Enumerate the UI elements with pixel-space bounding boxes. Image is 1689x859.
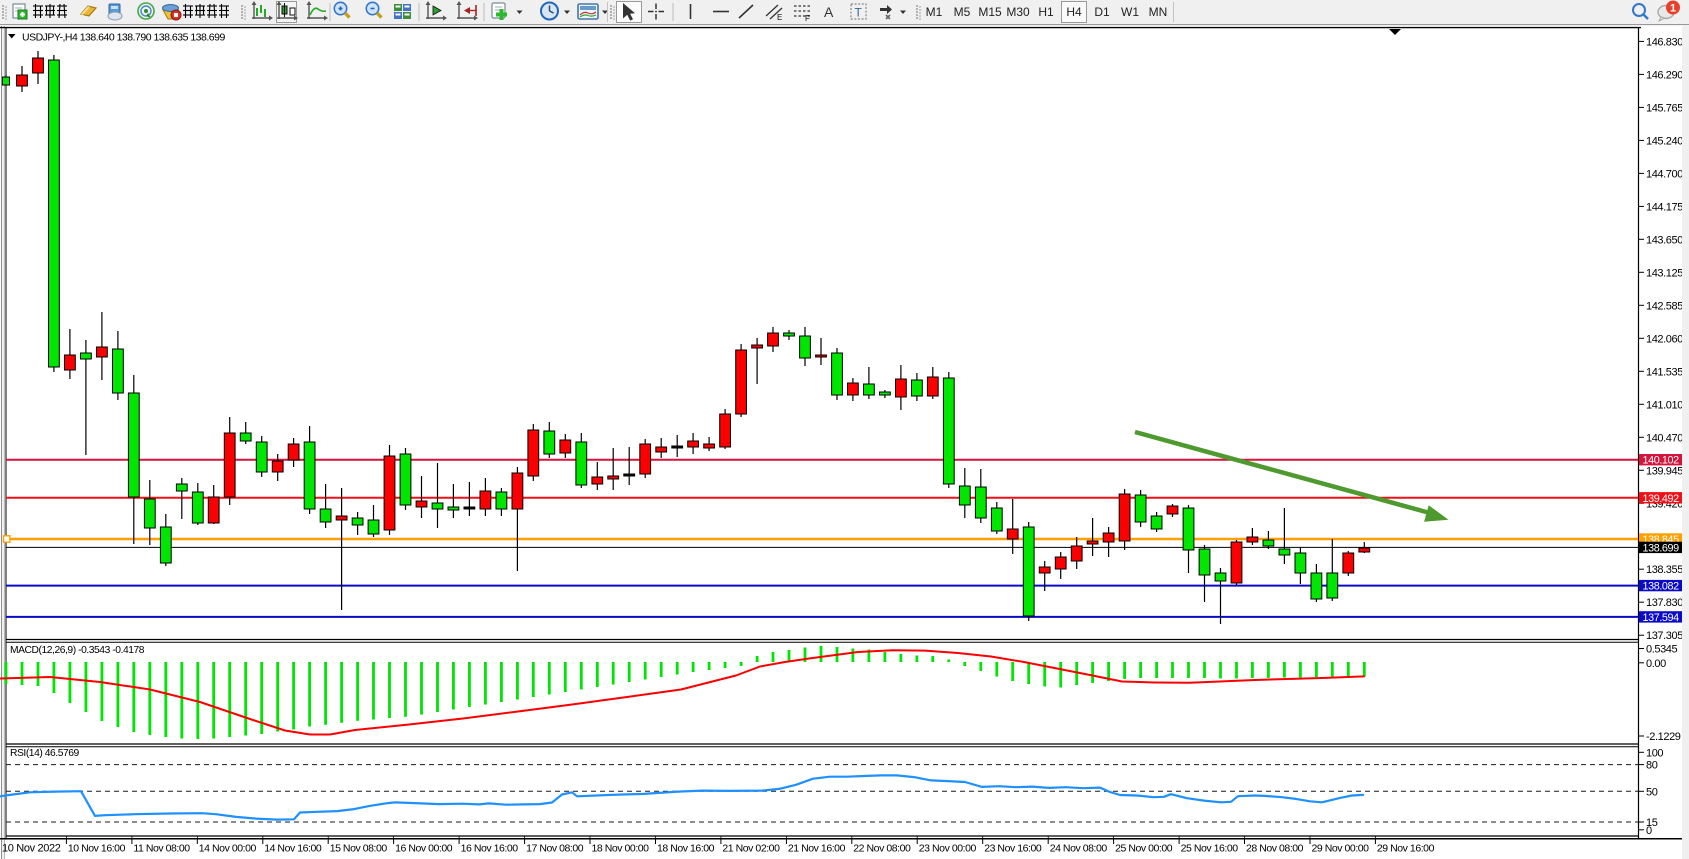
svg-text:145.240: 145.240 [1646,135,1683,147]
svg-text:21 Nov 16:00: 21 Nov 16:00 [788,843,846,855]
svg-text:15: 15 [1646,817,1658,829]
svg-text:M30: M30 [1006,5,1030,19]
svg-text:0.00: 0.00 [1646,658,1666,670]
svg-text:140.470: 140.470 [1646,432,1683,444]
svg-text:137.830: 137.830 [1646,597,1683,609]
svg-text:MACD(12,26,9) -0.3543 -0.4178: MACD(12,26,9) -0.3543 -0.4178 [10,645,145,656]
svg-text:146.830: 146.830 [1646,36,1683,48]
svg-text:140.102: 140.102 [1643,455,1680,467]
svg-text:0.5345: 0.5345 [1646,644,1678,656]
svg-text:139.492: 139.492 [1643,493,1680,505]
svg-text:143.650: 143.650 [1646,234,1683,246]
svg-text:0: 0 [1646,825,1652,837]
svg-text:138.355: 138.355 [1646,564,1683,576]
svg-text:14 Nov 16:00: 14 Nov 16:00 [264,843,322,855]
svg-text:1: 1 [1670,3,1676,15]
svg-text:15 Nov 08:00: 15 Nov 08:00 [330,843,388,855]
svg-text:100: 100 [1646,747,1663,759]
svg-text:-2.1229: -2.1229 [1646,731,1681,743]
svg-text:138.082: 138.082 [1643,581,1680,593]
svg-text:144.700: 144.700 [1646,168,1683,180]
svg-text:M5: M5 [954,5,971,19]
svg-text:MN: MN [1149,5,1168,19]
svg-text:23 Nov 16:00: 23 Nov 16:00 [984,843,1042,855]
svg-text:29 Nov 16:00: 29 Nov 16:00 [1377,843,1435,855]
svg-text:14 Nov 00:00: 14 Nov 00:00 [199,843,257,855]
svg-text:21 Nov 02:00: 21 Nov 02:00 [722,843,780,855]
svg-text:E: E [777,13,782,22]
svg-text:H1: H1 [1038,5,1054,19]
svg-text:50: 50 [1646,786,1658,798]
svg-text:11 Nov 08:00: 11 Nov 08:00 [133,843,190,855]
svg-text:T: T [855,6,863,20]
svg-text:10 Nov 2022: 10 Nov 2022 [2,843,61,855]
svg-text:25 Nov 00:00: 25 Nov 00:00 [1115,843,1173,855]
svg-text:142.060: 142.060 [1646,333,1683,345]
svg-text:H4: H4 [1066,5,1082,19]
svg-text:137.594: 137.594 [1643,612,1680,624]
svg-text:W1: W1 [1121,5,1139,19]
svg-text:29 Nov 00:00: 29 Nov 00:00 [1312,843,1370,855]
svg-text:D1: D1 [1094,5,1110,19]
svg-text:F: F [805,14,810,23]
svg-text:18 Nov 16:00: 18 Nov 16:00 [657,843,715,855]
svg-text:24 Nov 08:00: 24 Nov 08:00 [1050,843,1108,855]
svg-text:137.305: 137.305 [1646,630,1683,642]
svg-text:143.125: 143.125 [1646,267,1683,279]
svg-text:RSI(14) 46.5769: RSI(14) 46.5769 [10,748,80,759]
svg-text:23 Nov 00:00: 23 Nov 00:00 [919,843,977,855]
svg-text:M1: M1 [926,5,943,19]
svg-text:145.765: 145.765 [1646,102,1683,114]
svg-text:142.585: 142.585 [1646,300,1683,312]
svg-text:10 Nov 16:00: 10 Nov 16:00 [68,843,126,855]
svg-text:22 Nov 08:00: 22 Nov 08:00 [853,843,911,855]
svg-text:16 Nov 16:00: 16 Nov 16:00 [461,843,519,855]
svg-text:141.010: 141.010 [1646,399,1683,411]
svg-text:141.535: 141.535 [1646,366,1683,378]
svg-text:18 Nov 00:00: 18 Nov 00:00 [592,843,650,855]
svg-text:USDJPY-,H4 138.640 138.790 13: USDJPY-,H4 138.640 138.790 138.635 138.6… [22,32,225,44]
svg-text:17 Nov 08:00: 17 Nov 08:00 [526,843,584,855]
svg-text:146.290: 146.290 [1646,69,1683,81]
svg-text:80: 80 [1646,760,1658,772]
svg-text:16 Nov 00:00: 16 Nov 00:00 [395,843,453,855]
svg-text:138.699: 138.699 [1643,542,1680,554]
svg-text:28 Nov 08:00: 28 Nov 08:00 [1246,843,1304,855]
svg-text:139.945: 139.945 [1646,465,1683,477]
svg-text:144.175: 144.175 [1646,201,1683,213]
svg-text:25 Nov 16:00: 25 Nov 16:00 [1181,843,1239,855]
svg-text:A: A [824,4,834,20]
svg-text:M15: M15 [978,5,1002,19]
